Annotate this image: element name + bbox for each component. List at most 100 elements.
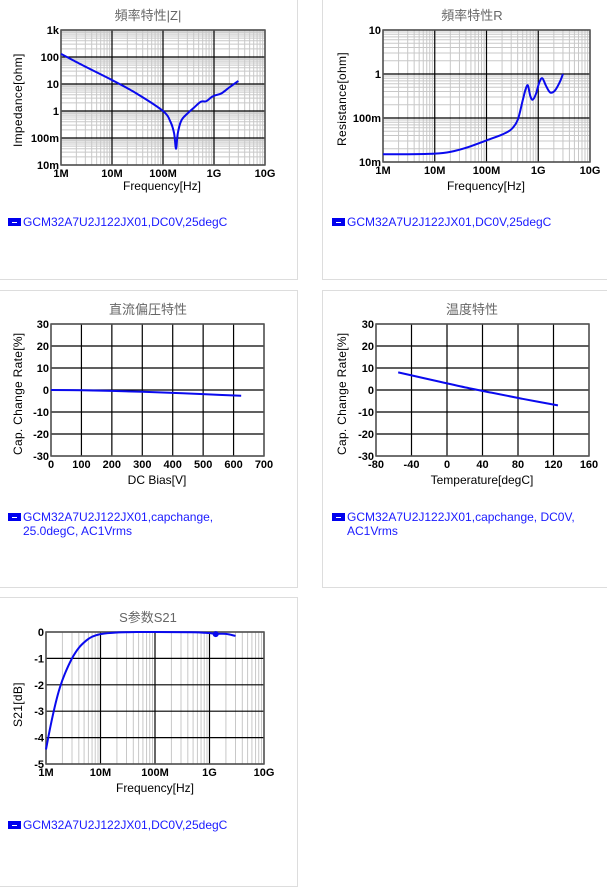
y-tick-label: 10m <box>37 160 59 172</box>
legend-swatch-icon <box>8 218 21 226</box>
x-tick-label: 500 <box>194 459 212 471</box>
y-tick-label: -30 <box>33 451 49 463</box>
series-line <box>382 73 564 156</box>
data-marker <box>212 631 219 638</box>
x-tick-label: 1M <box>53 168 68 180</box>
legend: GCM32A7U2J122JX01,DC0V,25degC <box>8 818 288 832</box>
x-tick-label: 1G <box>207 168 222 180</box>
x-tick-label: 1G <box>202 767 217 779</box>
x-tick-label: 0 <box>444 459 450 471</box>
y-tick-label: 1 <box>375 69 381 81</box>
x-tick-label: -40 <box>404 459 420 471</box>
y-tick-label: -10 <box>358 407 374 419</box>
x-tick-label: 300 <box>133 459 151 471</box>
x-axis-label: Frequency[Hz] <box>115 781 195 795</box>
y-tick-label: 10m <box>359 157 381 169</box>
series-line <box>50 389 242 397</box>
y-tick-label: 10 <box>362 363 374 375</box>
legend-label: GCM32A7U2J122JX01,capchange, DC0V, AC1Vr… <box>347 510 575 538</box>
x-tick-label: 1M <box>375 165 390 177</box>
chart-title: S参数S21 <box>119 610 177 625</box>
legend: GCM32A7U2J122JX01,DC0V,25degC <box>332 215 602 229</box>
x-tick-label: 100M <box>473 165 501 177</box>
x-tick-label: 10M <box>101 168 122 180</box>
y-axis-label: Cap. Change Rate[%] <box>335 332 349 455</box>
y-axis-label: Cap. Change Rate[%] <box>11 332 25 455</box>
y-tick-label: -1 <box>34 653 44 665</box>
y-tick-label: 100m <box>31 133 59 145</box>
chart-title: 頻率特性|Z| <box>114 8 182 23</box>
x-tick-label: 120 <box>544 459 562 471</box>
x-tick-label: -80 <box>368 459 384 471</box>
y-tick-label: 20 <box>362 341 374 353</box>
y-tick-label: -3 <box>34 706 44 718</box>
chart-title: 頻率特性R <box>441 8 503 23</box>
y-tick-label: 100 <box>41 52 59 64</box>
y-tick-label: -4 <box>34 733 45 745</box>
x-tick-label: 100M <box>149 168 177 180</box>
y-tick-label: 0 <box>38 627 44 639</box>
y-tick-label: 1 <box>53 106 59 118</box>
x-axis-label: Frequency[Hz] <box>446 179 526 193</box>
x-tick-label: 1G <box>531 165 546 177</box>
y-axis-label: Resistance[ohm] <box>335 52 349 146</box>
x-axis-label: DC Bias[V] <box>127 473 187 487</box>
x-tick-label: 10G <box>255 168 276 180</box>
x-tick-label: 0 <box>48 459 54 471</box>
legend-label: GCM32A7U2J122JX01,DC0V,25degC <box>23 215 228 229</box>
legend-label: GCM32A7U2J122JX01,DC0V,25degC <box>347 215 552 229</box>
x-tick-label: 600 <box>224 459 242 471</box>
legend: GCM32A7U2J122JX01,DC0V,25degC <box>8 215 288 229</box>
legend: GCM32A7U2J122JX01,capchange, DC0V, AC1Vr… <box>332 510 602 538</box>
y-tick-label: 100m <box>353 113 381 125</box>
x-axis-label: Temperature[degC] <box>430 473 534 487</box>
legend-swatch-icon <box>332 513 345 521</box>
y-tick-label: 20 <box>37 341 49 353</box>
legend-swatch-icon <box>8 513 21 521</box>
x-tick-label: 10G <box>254 767 275 779</box>
x-tick-label: 160 <box>580 459 598 471</box>
chart-title: 直流偏圧特性 <box>108 302 188 317</box>
legend-label: GCM32A7U2J122JX01,DC0V,25degC <box>23 818 228 832</box>
y-tick-label: 0 <box>368 385 374 397</box>
plot-border <box>60 29 266 166</box>
y-tick-label: -20 <box>33 429 49 441</box>
x-tick-label: 100M <box>141 767 169 779</box>
x-tick-label: 10M <box>90 767 111 779</box>
legend: GCM32A7U2J122JX01,capchange, 25.0degC, A… <box>8 510 258 538</box>
y-tick-label: 10 <box>47 79 59 91</box>
y-tick-label: -10 <box>33 407 49 419</box>
y-tick-label: -2 <box>34 680 44 692</box>
y-tick-label: 10 <box>37 363 49 375</box>
plot-border <box>375 323 590 457</box>
series-line <box>397 371 559 407</box>
y-tick-label: -5 <box>34 759 44 771</box>
legend-swatch-icon <box>8 821 21 829</box>
y-tick-label: 1k <box>47 25 60 37</box>
y-tick-label: 10 <box>369 25 381 37</box>
y-tick-label: -30 <box>358 451 374 463</box>
y-axis-label: S21[dB] <box>11 682 25 727</box>
y-tick-label: -20 <box>358 429 374 441</box>
x-tick-label: 40 <box>476 459 488 471</box>
x-tick-label: 700 <box>255 459 273 471</box>
y-axis-label: Impedance[ohm] <box>11 53 25 147</box>
x-tick-label: 200 <box>103 459 121 471</box>
series-line <box>60 53 239 150</box>
y-tick-label: 0 <box>43 385 49 397</box>
x-tick-label: 10M <box>424 165 445 177</box>
x-tick-label: 1M <box>38 767 53 779</box>
x-tick-label: 10G <box>580 165 601 177</box>
y-tick-label: 30 <box>362 319 374 331</box>
x-axis-label: Frequency[Hz] <box>122 179 202 193</box>
legend-label: GCM32A7U2J122JX01,capchange, 25.0degC, A… <box>23 510 214 538</box>
chart-title: 温度特性 <box>445 302 499 317</box>
legend-swatch-icon <box>332 218 345 226</box>
plot-border <box>382 29 591 163</box>
x-tick-label: 100 <box>72 459 90 471</box>
y-tick-label: 30 <box>37 319 49 331</box>
series-line <box>45 630 236 750</box>
x-tick-label: 400 <box>164 459 182 471</box>
x-tick-label: 80 <box>512 459 524 471</box>
